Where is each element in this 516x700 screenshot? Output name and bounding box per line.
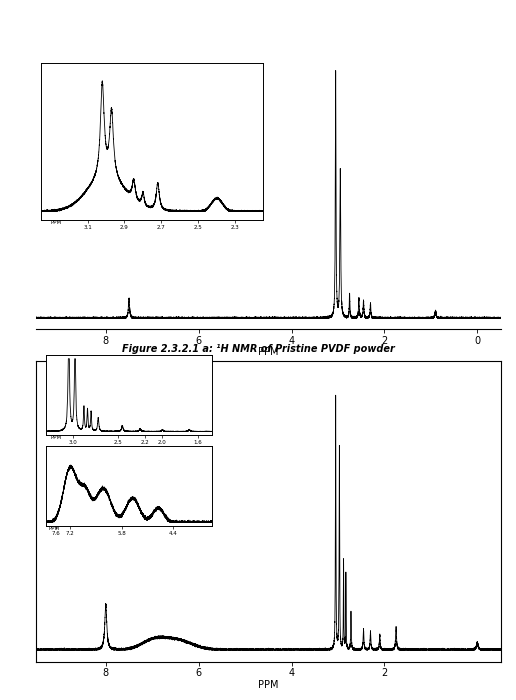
X-axis label: PPM: PPM [258,680,279,689]
Text: Figure 2.3.2.1 a: ¹H NMR of Pristine PVDF powder: Figure 2.3.2.1 a: ¹H NMR of Pristine PVD… [122,344,394,354]
X-axis label: PPM: PPM [258,347,279,357]
Text: PPM: PPM [49,526,59,531]
Text: PPM: PPM [51,220,61,225]
Text: PPM: PPM [50,435,61,440]
